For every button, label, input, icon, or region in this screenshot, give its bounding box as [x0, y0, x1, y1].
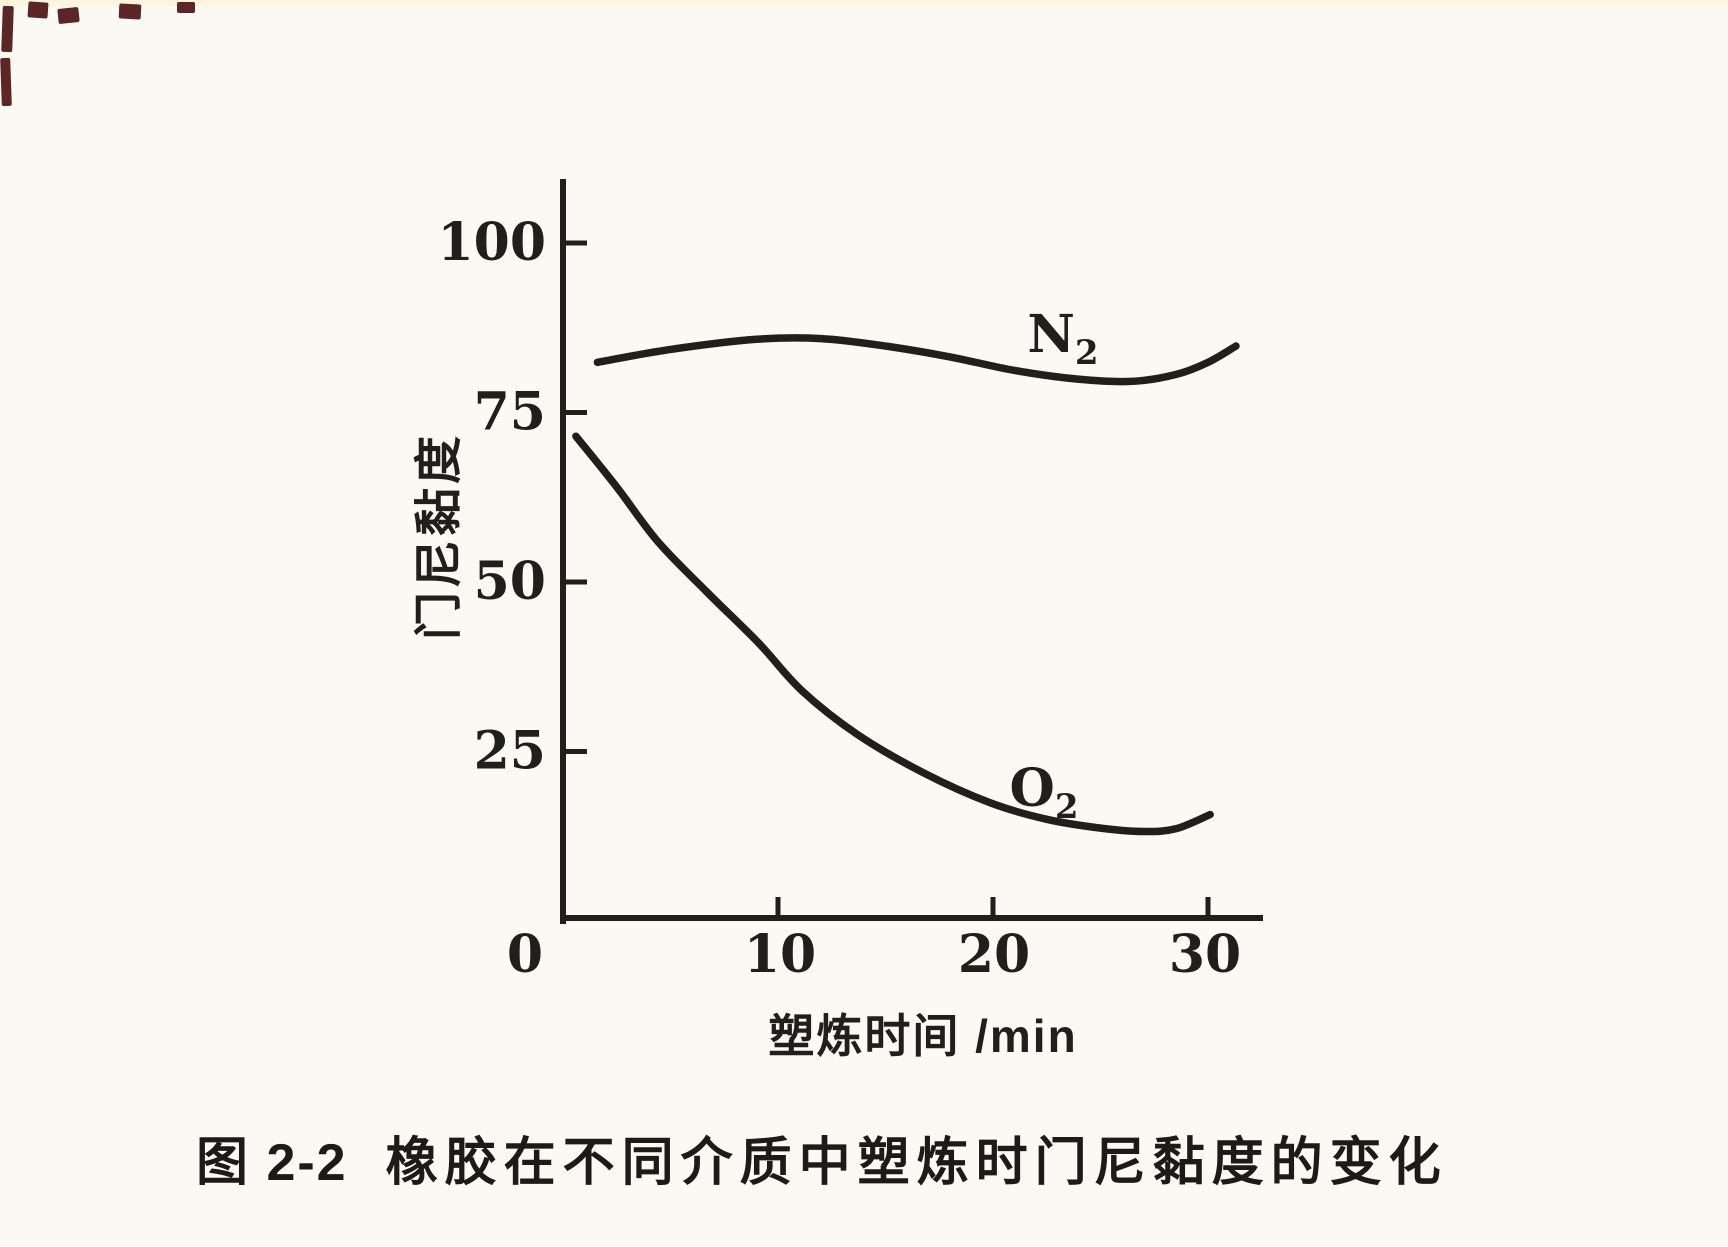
x-tick-label: 30	[1169, 924, 1241, 985]
n2-series-label: N2	[1027, 304, 1098, 373]
x-tick-label: 20	[958, 924, 1030, 985]
o2-series-label: O2	[1010, 758, 1079, 827]
n2-curve	[593, 334, 1240, 386]
scan-edge-strip	[0, 0, 1728, 6]
x-tick-label: 10	[744, 924, 816, 985]
x-tick-label: 0	[507, 924, 543, 985]
y-tick-label: 50	[474, 551, 546, 612]
x-axis-label: 塑炼时间 /min	[768, 1010, 1078, 1062]
figure-caption: 图 2-2 橡胶在不同介质中塑炼时门尼黏度的变化	[196, 1120, 1536, 1195]
y-axis-label: 门尼黏度	[413, 431, 466, 640]
y-tick-label: 75	[474, 382, 546, 443]
figure-caption-text: 橡胶在不同介质中塑炼时门尼黏度的变化	[385, 1134, 1448, 1192]
scan-mark	[177, 2, 195, 13]
o2-curve	[572, 432, 1214, 836]
figure-number: 图 2-2	[196, 1134, 348, 1192]
y-tick-label: 100	[437, 212, 546, 273]
y-tick-label: 25	[474, 721, 546, 782]
